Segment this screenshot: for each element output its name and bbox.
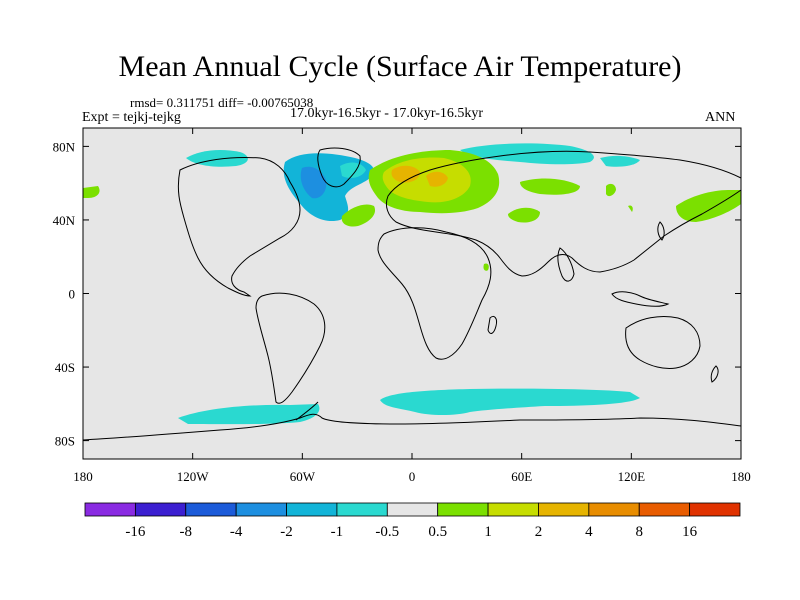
y-tick-label: 40N bbox=[53, 213, 76, 228]
y-tick-label: 80S bbox=[55, 434, 75, 449]
stats-text: rmsd= 0.311751 diff= -0.00765038 bbox=[130, 95, 314, 110]
x-tick-label: 180 bbox=[73, 469, 93, 484]
x-tick-label: 60E bbox=[511, 469, 532, 484]
coast-japan bbox=[657, 221, 665, 241]
colorbar-swatch bbox=[336, 502, 388, 517]
colorbar-label: -2 bbox=[280, 524, 293, 540]
anomaly-cyan-greenland-sea bbox=[340, 162, 366, 178]
axis-ticks: 180 120W 60W 0 60E 120E 180 80N 40N 0 40S 80S bbox=[53, 128, 751, 484]
coast-new-zealand bbox=[710, 365, 719, 383]
colorbar-swatch bbox=[84, 502, 136, 517]
coast-madagascar bbox=[487, 315, 497, 334]
experiment-label: Expt = tejkj-tejkg bbox=[82, 110, 181, 125]
colorbar-label: 16 bbox=[682, 524, 698, 540]
anomaly-green-small-1 bbox=[606, 183, 616, 197]
anomaly-green-pacific-north bbox=[676, 190, 741, 222]
anomaly-cyan-south-indian bbox=[380, 388, 640, 415]
colorbar-swatch bbox=[538, 502, 590, 517]
anomaly-green-siberia bbox=[508, 207, 540, 223]
colorbar: -16 -8 -4 -2 -1 -0.5 0.5 1 2 4 8 16 bbox=[84, 502, 741, 540]
colorbar-label: 2 bbox=[535, 524, 543, 540]
colorbar-swatch bbox=[185, 502, 237, 517]
colorbar-label: -8 bbox=[180, 524, 193, 540]
anomaly-green-atlantic bbox=[341, 204, 376, 227]
coast-indonesia bbox=[611, 291, 670, 307]
x-tick-label: 120E bbox=[618, 469, 646, 484]
colorbar-swatch bbox=[134, 502, 187, 517]
coast-antarctica bbox=[82, 413, 742, 441]
season-label: ANN bbox=[705, 110, 736, 125]
x-tick-label: 180 bbox=[731, 469, 751, 484]
anomaly-cyan-arctic-2 bbox=[460, 143, 594, 165]
coast-africa bbox=[377, 227, 492, 360]
anomaly-cyan-arctic-3 bbox=[600, 155, 640, 167]
colorbar-label: 8 bbox=[635, 524, 643, 540]
anomaly-orange-europe bbox=[391, 165, 420, 183]
y-tick-label: 0 bbox=[69, 287, 76, 302]
period-label: 17.0kyr-16.5kyr - 17.0kyr-16.5kyr bbox=[290, 106, 484, 121]
colorbar-swatch bbox=[235, 502, 287, 517]
colorbar-label: 0.5 bbox=[428, 524, 447, 540]
coast-greenland bbox=[317, 147, 361, 188]
colorbar-swatch bbox=[487, 502, 539, 517]
anomaly-orange-europe-2 bbox=[426, 171, 448, 187]
anomaly-fields bbox=[83, 143, 741, 425]
x-tick-label: 120W bbox=[177, 469, 210, 484]
coast-eurasia bbox=[385, 150, 742, 277]
colorbar-swatch bbox=[437, 502, 489, 517]
colorbar-swatch bbox=[689, 502, 741, 517]
colorbar-label: 4 bbox=[585, 524, 593, 540]
coastlines bbox=[82, 147, 742, 441]
map-title: Mean Annual Cycle (Surface Air Temperatu… bbox=[118, 50, 682, 83]
colorbar-swatch bbox=[588, 502, 640, 517]
anomaly-blue-labrador bbox=[300, 166, 327, 199]
colorbar-label: -16 bbox=[125, 524, 145, 540]
y-tick-label: 40S bbox=[55, 360, 75, 375]
coast-australia bbox=[625, 315, 701, 369]
anomaly-green-small-3 bbox=[628, 205, 633, 212]
colorbar-label: -0.5 bbox=[375, 524, 399, 540]
colorbar-swatch bbox=[386, 502, 439, 517]
x-tick-label: 0 bbox=[409, 469, 416, 484]
y-tick-label: 80N bbox=[53, 139, 76, 154]
coast-india bbox=[557, 247, 575, 282]
colorbar-label: -4 bbox=[230, 524, 243, 540]
colorbar-label: -1 bbox=[331, 524, 344, 540]
anomaly-green-small-2 bbox=[483, 263, 489, 271]
coast-antarctic-peninsula bbox=[295, 401, 319, 421]
colorbar-swatch bbox=[638, 502, 691, 517]
coast-north-america bbox=[177, 157, 301, 297]
anomaly-cyan-south-pacific bbox=[178, 404, 320, 425]
anomaly-green-alaska bbox=[83, 186, 100, 198]
anomaly-green-central-asia bbox=[520, 178, 580, 195]
x-tick-label: 60W bbox=[290, 469, 316, 484]
coast-south-america bbox=[255, 292, 326, 404]
colorbar-swatch bbox=[286, 502, 338, 517]
colorbar-label: 1 bbox=[484, 524, 492, 540]
